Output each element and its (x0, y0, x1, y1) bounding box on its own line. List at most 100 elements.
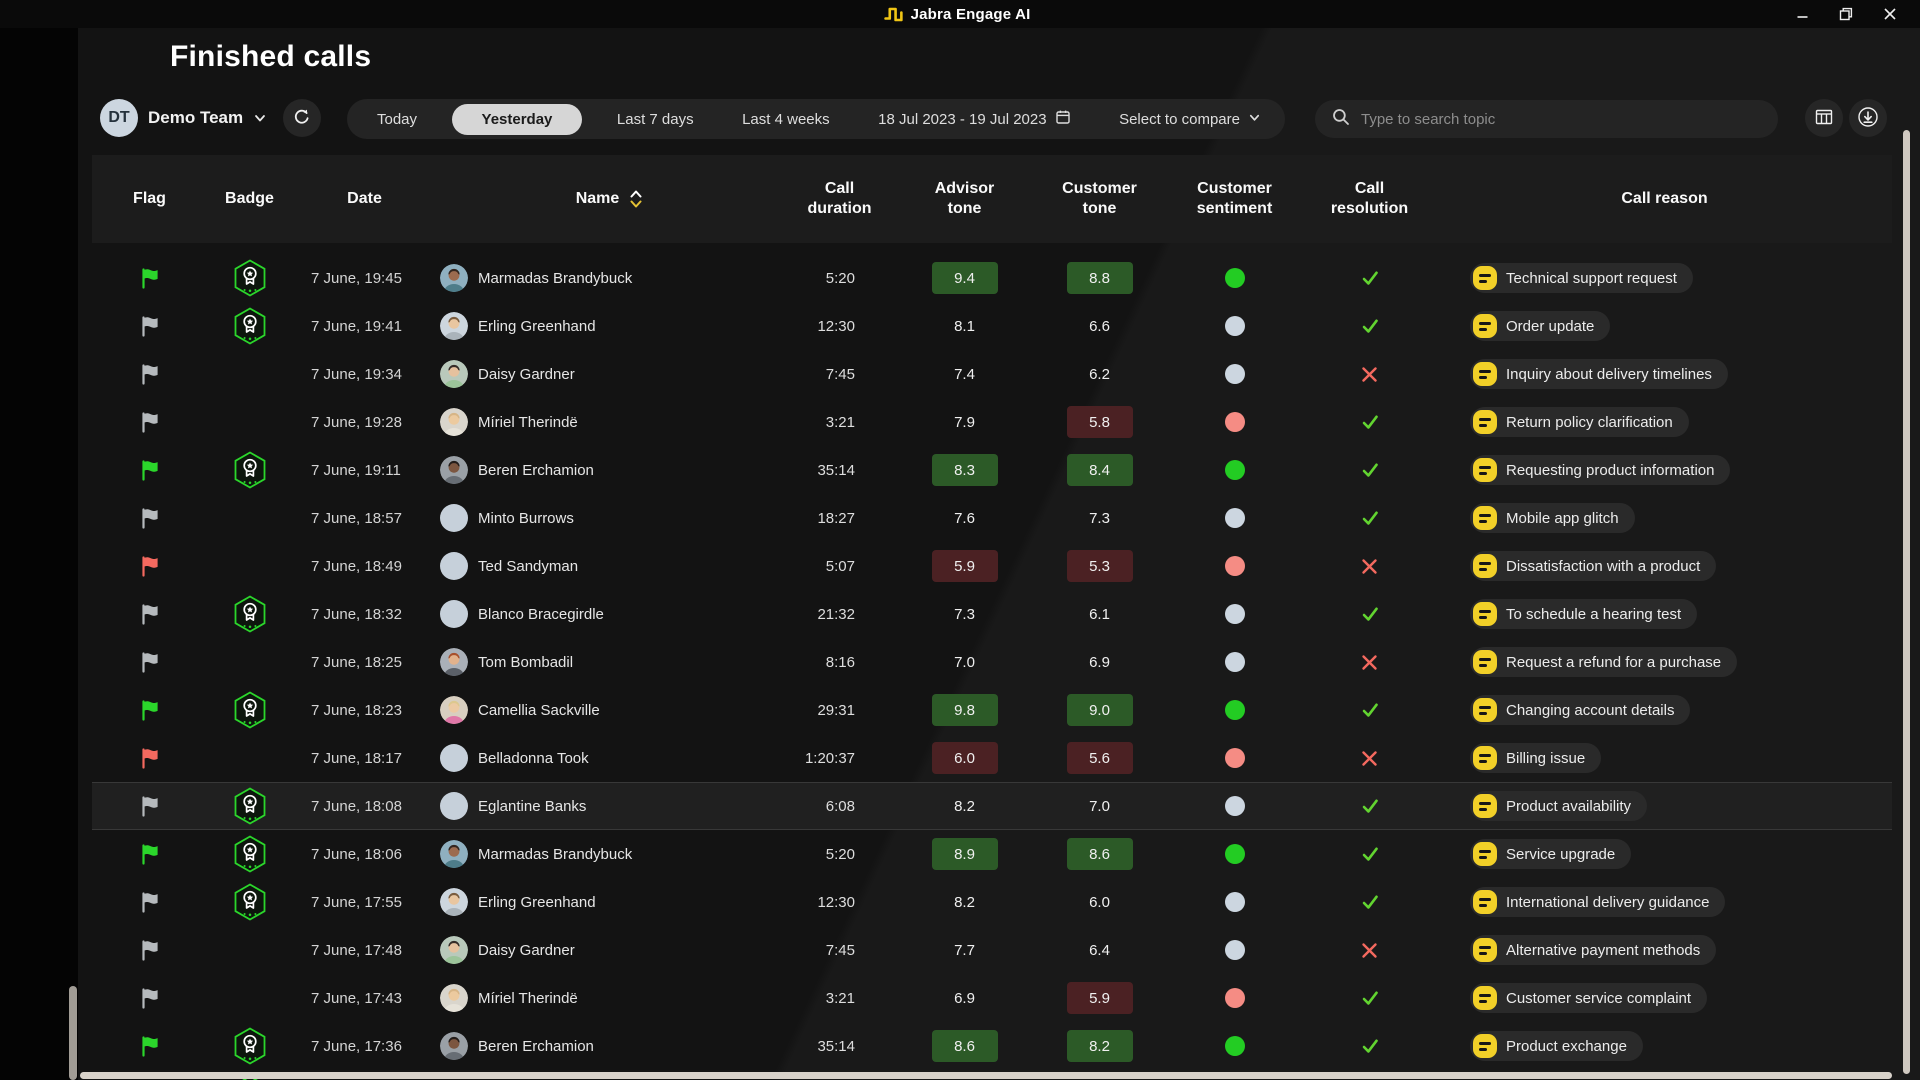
call-reason-label: Dissatisfaction with a product (1506, 557, 1701, 575)
call-reason-pill[interactable]: Order update (1470, 311, 1611, 341)
topic-search[interactable] (1315, 100, 1778, 138)
table-row[interactable]: 7 June, 18:08 Eglantine Banks 6:08 8.2 7… (92, 782, 1892, 830)
filter-today[interactable]: Today (363, 104, 431, 135)
column-header-name[interactable]: Name (437, 189, 782, 209)
flag-icon[interactable] (139, 651, 161, 673)
table-row[interactable]: 7 June, 17:43 Míriel Therindë 3:21 6.9 5… (92, 974, 1892, 1022)
download-button[interactable] (1849, 99, 1887, 137)
table-row[interactable]: 7 June, 17:55 Erling Greenhand 12:30 8.2… (92, 878, 1892, 926)
advisor-name: Minto Burrows (478, 509, 574, 527)
filter-date-range[interactable]: 18 Jul 2023 - 19 Jul 2023 (864, 102, 1084, 136)
call-reason-pill[interactable]: Changing account details (1470, 695, 1691, 725)
restore-button[interactable] (1824, 0, 1868, 28)
table-row[interactable]: 7 June, 18:06 Marmadas Brandybuck 5:20 8… (92, 830, 1892, 878)
call-reason-pill[interactable]: Mobile app glitch (1470, 503, 1635, 533)
flag-icon[interactable] (139, 507, 161, 529)
table-row[interactable]: 7 June, 18:23 Camellia Sackville 29:31 9… (92, 686, 1892, 734)
table-row[interactable]: 7 June, 18:32 Blanco Bracegirdle 21:32 7… (92, 590, 1892, 638)
call-resolution-icon (1361, 942, 1378, 959)
filter-yesterday[interactable]: Yesterday (451, 103, 583, 135)
flag-icon[interactable] (139, 699, 161, 721)
call-reason-pill[interactable]: Alternative payment methods (1470, 935, 1717, 965)
flag-icon[interactable] (139, 459, 161, 481)
flag-icon[interactable] (139, 555, 161, 577)
table-row[interactable]: 7 June, 19:45 Marmadas Brandybuck 5:20 9… (92, 254, 1892, 302)
column-header-flag[interactable]: Flag (133, 190, 166, 207)
search-input[interactable] (1361, 110, 1762, 128)
call-duration-value: 7:45 (825, 365, 855, 383)
call-reason-pill[interactable]: Service upgrade (1470, 839, 1632, 869)
compare-selector[interactable]: Select to compare (1105, 104, 1275, 135)
table-row[interactable]: 7 June, 17:48 Daisy Gardner 7:45 7.7 6.4… (92, 926, 1892, 974)
minimize-button[interactable] (1780, 0, 1824, 28)
table-row[interactable]: 7 June, 18:17 Belladonna Took 1:20:37 6.… (92, 734, 1892, 782)
filter-last-7-days[interactable]: Last 7 days (603, 104, 708, 135)
close-button[interactable] (1868, 0, 1912, 28)
call-reason-pill[interactable]: Inquiry about delivery timelines (1470, 359, 1728, 389)
topic-icon (1473, 938, 1497, 962)
flag-icon[interactable] (139, 747, 161, 769)
column-settings-button[interactable] (1805, 99, 1843, 137)
topic-icon (1473, 746, 1497, 770)
vertical-scrollbar[interactable] (1903, 130, 1910, 1074)
customer-sentiment-indicator (1224, 748, 1245, 768)
advisor-name: Ted Sandyman (478, 557, 579, 575)
table-row[interactable]: 7 June, 19:41 Erling Greenhand 12:30 8.1… (92, 302, 1892, 350)
flag-icon[interactable] (139, 315, 161, 337)
call-reason-pill[interactable]: Customer service complaint (1470, 983, 1708, 1013)
call-reason-pill[interactable]: Request a refund for a purchase (1470, 647, 1738, 677)
call-reason-label: Changing account details (1506, 701, 1675, 719)
call-duration-value: 7:45 (825, 941, 855, 959)
advisor-tone-score: 6.9 (954, 989, 975, 1007)
table-row[interactable]: 7 June, 19:11 Beren Erchamion 35:14 8.3 … (92, 446, 1892, 494)
call-reason-pill[interactable]: Dissatisfaction with a product (1470, 551, 1717, 581)
table-row[interactable]: 7 June, 18:25 Tom Bombadil 8:16 7.0 6.9 … (92, 638, 1892, 686)
call-reason-pill[interactable]: Product exchange (1470, 1031, 1643, 1061)
call-reason-pill[interactable]: Product availability (1470, 791, 1648, 821)
column-header-date[interactable]: Date (347, 190, 382, 207)
call-reason-pill[interactable]: Requesting product information (1470, 455, 1731, 485)
flag-icon[interactable] (139, 363, 161, 385)
call-reason-label: Requesting product information (1506, 461, 1715, 479)
filter-last-4-weeks[interactable]: Last 4 weeks (728, 104, 844, 135)
flag-icon[interactable] (139, 267, 161, 289)
call-date: 7 June, 19:11 (311, 461, 401, 479)
horizontal-scrollbar[interactable] (80, 1072, 1892, 1079)
call-reason-pill[interactable]: Billing issue (1470, 743, 1602, 773)
call-date: 7 June, 18:25 (311, 653, 402, 671)
table-row[interactable]: 7 June, 19:34 Daisy Gardner 7:45 7.4 6.2… (92, 350, 1892, 398)
call-reason-pill[interactable]: To schedule a hearing test (1470, 599, 1698, 629)
call-reason-pill[interactable]: International delivery guidance (1470, 887, 1726, 917)
call-reason-pill[interactable]: Technical support request (1470, 263, 1693, 293)
column-header-call-reason[interactable]: Call reason (1621, 190, 1708, 207)
column-header-call-duration[interactable]: Call duration (807, 180, 872, 217)
flag-icon[interactable] (139, 795, 161, 817)
call-reason-label: Billing issue (1506, 749, 1586, 767)
refresh-button[interactable] (283, 99, 321, 137)
column-header-customer-tone[interactable]: Customer tone (1062, 180, 1137, 217)
column-header-customer-sentiment[interactable]: Customer sentiment (1196, 180, 1273, 217)
table-row[interactable]: 7 June, 18:49 Ted Sandyman 5:07 5.9 5.3 … (92, 542, 1892, 590)
table-row[interactable]: 7 June, 17:36 Beren Erchamion 35:14 8.6 … (92, 1022, 1892, 1070)
minimize-icon (1797, 15, 1807, 18)
table-row[interactable]: 7 June, 19:28 Míriel Therindë 3:21 7.9 5… (92, 398, 1892, 446)
flag-icon[interactable] (139, 987, 161, 1009)
team-selector[interactable]: DT Demo Team (100, 99, 267, 137)
flag-icon[interactable] (139, 843, 161, 865)
table-row[interactable]: 7 June, 18:57 Minto Burrows 18:27 7.6 7.… (92, 494, 1892, 542)
flag-icon[interactable] (139, 603, 161, 625)
calendar-icon (1055, 109, 1071, 129)
flag-icon[interactable] (139, 891, 161, 913)
advisor-tone-score: 5.9 (931, 550, 998, 582)
flag-icon[interactable] (139, 939, 161, 961)
column-header-advisor-tone[interactable]: Advisor tone (934, 180, 995, 217)
left-scrollbar-thumb[interactable] (69, 986, 77, 1080)
call-reason-label: Product exchange (1506, 1037, 1627, 1055)
flag-icon[interactable] (139, 411, 161, 433)
column-header-call-resolution[interactable]: Call resolution (1330, 180, 1409, 217)
customer-sentiment-indicator (1224, 268, 1245, 288)
column-header-badge[interactable]: Badge (225, 190, 274, 207)
flag-icon[interactable] (139, 1035, 161, 1057)
sort-indicator[interactable] (629, 190, 643, 208)
call-reason-pill[interactable]: Return policy clarification (1470, 407, 1689, 437)
